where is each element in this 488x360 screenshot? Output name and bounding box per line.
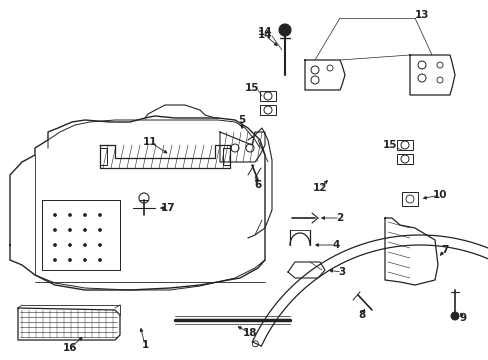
Circle shape xyxy=(98,258,102,261)
Circle shape xyxy=(83,229,86,231)
Circle shape xyxy=(68,213,71,216)
Text: 12: 12 xyxy=(312,183,326,193)
Text: 14: 14 xyxy=(257,27,272,37)
Text: 9: 9 xyxy=(459,313,466,323)
Circle shape xyxy=(83,258,86,261)
Circle shape xyxy=(68,243,71,247)
Bar xyxy=(260,91,275,101)
Text: 2: 2 xyxy=(336,213,343,223)
Circle shape xyxy=(53,213,57,216)
Circle shape xyxy=(68,229,71,231)
Text: 15: 15 xyxy=(382,140,396,150)
Circle shape xyxy=(83,213,86,216)
Circle shape xyxy=(450,312,458,320)
Text: 1: 1 xyxy=(141,340,148,350)
Circle shape xyxy=(98,243,102,247)
Bar xyxy=(396,140,412,150)
Circle shape xyxy=(53,243,57,247)
Text: 16: 16 xyxy=(62,343,77,353)
Circle shape xyxy=(279,24,290,36)
Circle shape xyxy=(83,243,86,247)
Text: 11: 11 xyxy=(142,137,157,147)
Circle shape xyxy=(68,258,71,261)
Text: 5: 5 xyxy=(238,115,245,125)
Text: 10: 10 xyxy=(432,190,447,200)
Text: 13: 13 xyxy=(414,10,428,20)
Text: 8: 8 xyxy=(358,310,365,320)
Text: 4: 4 xyxy=(332,240,339,250)
Text: 18: 18 xyxy=(242,328,257,338)
Text: 7: 7 xyxy=(440,245,448,255)
Text: 3: 3 xyxy=(338,267,345,277)
Text: 14: 14 xyxy=(257,30,272,40)
Bar xyxy=(401,192,417,206)
Circle shape xyxy=(98,213,102,216)
Text: 17: 17 xyxy=(161,203,175,213)
Text: 15: 15 xyxy=(244,83,259,93)
Bar xyxy=(396,154,412,164)
Circle shape xyxy=(98,229,102,231)
Circle shape xyxy=(53,229,57,231)
Text: 6: 6 xyxy=(254,180,261,190)
Circle shape xyxy=(53,258,57,261)
Bar xyxy=(260,105,275,115)
